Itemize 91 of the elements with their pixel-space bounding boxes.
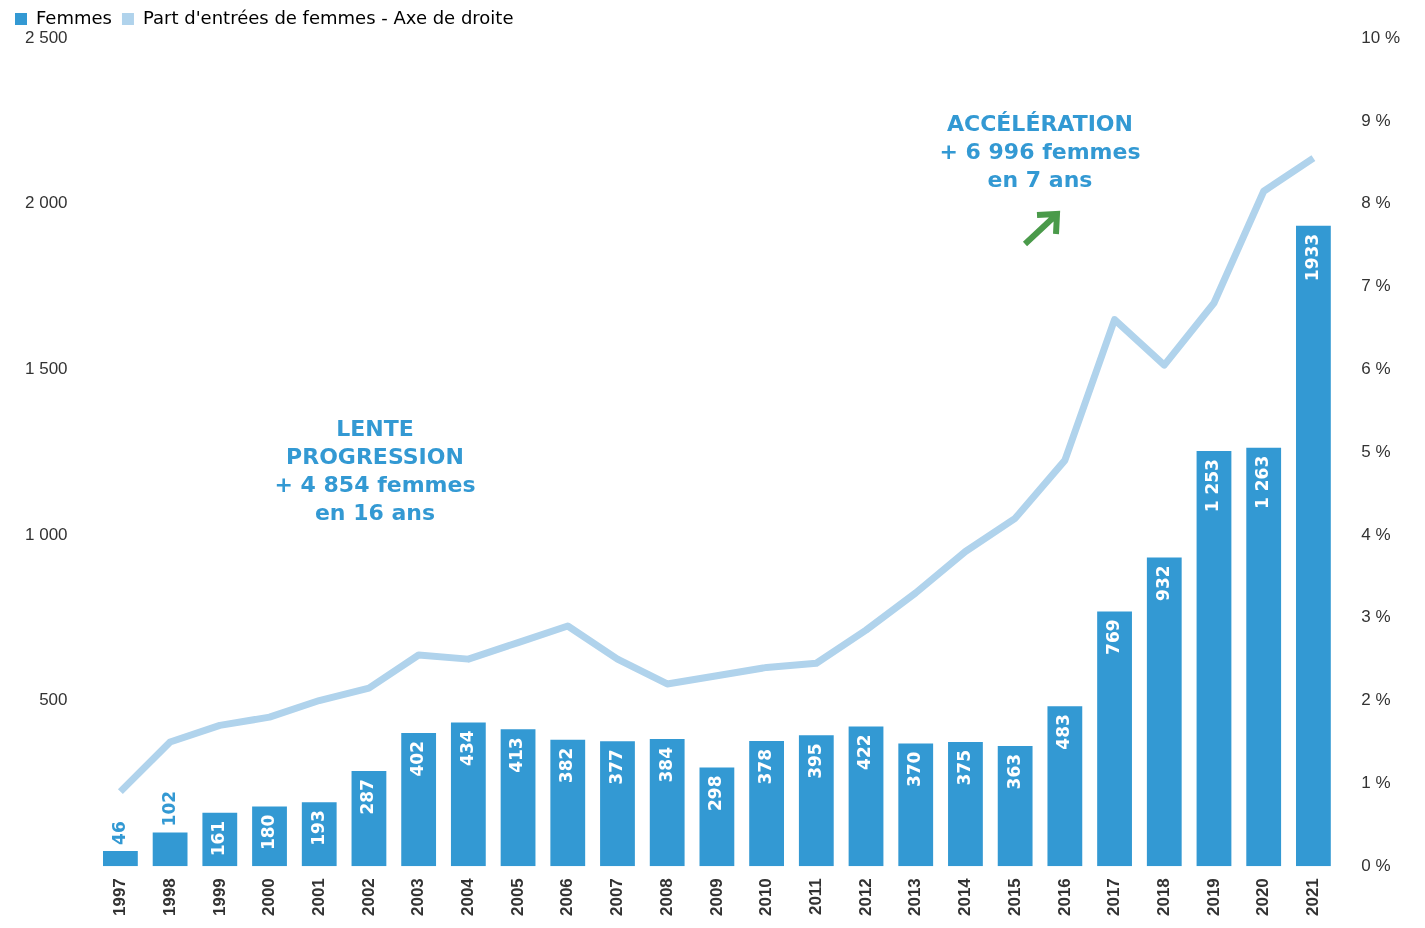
bar [749,740,784,867]
x-tick-label: 2014 [955,877,975,917]
data-label: 422 [854,734,875,770]
y-tick-label: 2 500 [24,27,68,47]
data-label: 769 [1102,619,1123,655]
x-tick-label: 2018 [1153,878,1173,917]
x-tick-label: 2019 [1203,878,1223,917]
bar [1146,557,1182,867]
x-tick-label: 2004 [458,877,478,917]
y-tick-label: 1 500 [24,358,68,378]
y2-tick-label: 3 % [1361,607,1391,627]
y2-tick-label: 0 % [1361,855,1391,875]
legend-label: Femmes [36,6,112,28]
bar [600,741,635,867]
bar [1047,706,1083,867]
y2-tick-label: 9 % [1361,110,1391,130]
data-label: 1933 [1301,233,1322,282]
data-label: 384 [655,746,676,783]
data-label: 434 [456,730,477,766]
data-label: 483 [1053,714,1074,750]
annotation: ACCÉLÉRATION + 6 996 femmes en 7 ans [939,110,1141,194]
annotation: LENTE PROGRESSION + 4 854 femmes en 16 ans [274,415,476,527]
data-label: 161 [208,820,229,857]
bar [1246,447,1282,867]
bar [550,739,586,867]
x-tick-label: 1998 [159,878,179,917]
y2-tick-label: 8 % [1361,193,1391,213]
x-tick-label: 2016 [1054,878,1074,917]
bar [1097,611,1132,867]
bar [699,767,735,867]
data-label: 363 [1003,753,1024,790]
x-tick-label: 2002 [358,878,378,917]
bar [500,729,536,867]
y2-tick-label: 7 % [1361,276,1391,296]
x-tick-label: 2020 [1253,878,1273,917]
y2-tick-label: 2 % [1361,690,1391,710]
y2-tick-label: 4 % [1361,524,1391,544]
x-tick-label: 2010 [756,878,776,917]
data-label: 395 [804,743,825,779]
x-tick-label: 2006 [557,878,577,917]
data-label: 370 [904,751,925,788]
x-tick-label: 2009 [706,878,726,917]
x-tick-label: 1999 [209,878,229,917]
y2-tick-label: 6 % [1361,358,1391,378]
data-label: 287 [357,779,378,815]
data-label: 932 [1152,565,1173,601]
bar [848,726,884,867]
bar [401,733,437,867]
y-tick-label: 500 [39,690,68,710]
data-label: 382 [556,747,577,784]
bar [1196,451,1232,867]
x-tick-label: 2012 [855,878,875,917]
x-tick-label: 2008 [656,878,676,917]
x-tick-label: 2013 [905,878,925,917]
bar [450,722,486,867]
y-tick-label: 2 000 [24,193,68,213]
data-label: 193 [307,810,328,846]
bar [948,741,983,867]
bar [103,850,138,867]
y2-tick-label: 10 % [1361,27,1400,47]
data-label: 46 [108,821,129,845]
x-tick-label: 2011 [806,878,825,916]
x-tick-label: 2005 [507,878,527,917]
bar [798,735,834,867]
data-label: 1 263 [1252,455,1273,510]
x-tick-label: 2021 [1303,878,1323,917]
y-tick-label: 1 000 [24,524,68,544]
x-tick-label: 2007 [607,878,627,917]
bar [997,745,1033,867]
data-label: 402 [407,741,428,777]
x-tick-label: 2001 [308,878,328,917]
y2-tick-label: 1 % [1361,773,1391,793]
x-tick-label: 1997 [110,878,130,917]
x-tick-label: 2003 [408,878,428,917]
x-tick-label: 2000 [259,878,279,917]
data-label: 180 [257,814,278,851]
data-label: 102 [158,790,179,827]
data-label: 377 [605,749,626,785]
bar [649,738,685,867]
bar [898,743,934,867]
x-tick-label: 2017 [1104,878,1124,917]
legend-label: Part d'entrées de femmes - Axe de droite [142,6,514,28]
data-label: 1 253 [1202,459,1223,513]
data-label: 375 [953,749,974,786]
data-label: 413 [506,737,527,773]
bar [152,832,188,867]
data-label: 378 [755,748,776,785]
data-label: 298 [705,775,726,811]
bar [1296,225,1331,867]
x-tick-label: 2015 [1004,878,1024,917]
y2-tick-label: 5 % [1361,441,1391,461]
